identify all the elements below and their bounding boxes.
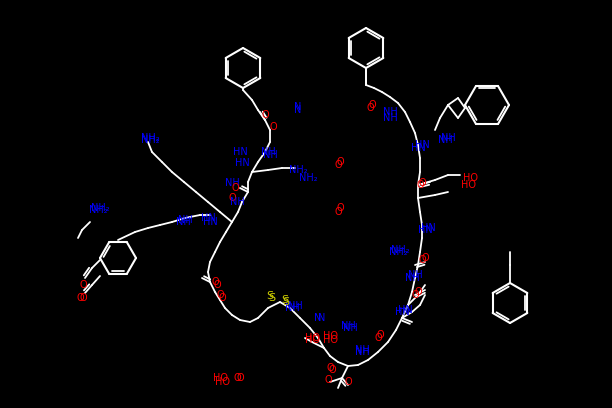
Text: NH: NH (288, 301, 302, 311)
Text: HO: HO (323, 331, 337, 341)
Text: O: O (418, 255, 426, 265)
Text: N: N (318, 313, 326, 323)
Text: HN: HN (411, 143, 425, 153)
Text: NH₂: NH₂ (389, 247, 408, 257)
Text: NH: NH (176, 217, 190, 227)
Text: HN: HN (414, 140, 430, 150)
Text: O: O (416, 180, 424, 190)
Text: S: S (266, 291, 274, 301)
Text: HO: HO (323, 335, 337, 345)
Text: O: O (421, 253, 429, 263)
Text: O: O (411, 290, 419, 300)
Text: HN: HN (201, 213, 215, 223)
Text: O: O (328, 365, 336, 375)
Text: O: O (336, 203, 344, 213)
Text: O: O (76, 293, 84, 303)
Text: NH: NH (382, 107, 397, 117)
Text: NH₂: NH₂ (141, 133, 159, 143)
Text: NH: NH (230, 197, 244, 207)
Text: NH: NH (263, 150, 277, 160)
Text: O: O (368, 100, 376, 110)
Text: NH: NH (354, 347, 370, 357)
Text: O: O (233, 373, 241, 383)
Text: O: O (261, 110, 269, 120)
Text: O: O (374, 333, 382, 343)
Text: HO: HO (214, 377, 230, 387)
Text: NH₂: NH₂ (390, 245, 409, 255)
Text: O: O (79, 293, 87, 303)
Text: NH: NH (441, 133, 455, 143)
Text: NH₂: NH₂ (289, 165, 307, 175)
Text: HN: HN (233, 147, 247, 157)
Text: NH: NH (261, 147, 275, 157)
Text: HO: HO (463, 173, 477, 183)
Text: NH₂: NH₂ (141, 135, 159, 145)
Text: HN: HN (417, 225, 432, 235)
Text: O: O (334, 207, 342, 217)
Text: NH: NH (382, 113, 397, 123)
Text: O: O (418, 178, 426, 188)
Text: O: O (228, 193, 236, 203)
Text: HN: HN (420, 223, 435, 233)
Text: NH₂: NH₂ (91, 203, 110, 213)
Text: O: O (231, 183, 239, 193)
Text: O: O (324, 375, 332, 385)
Text: O: O (216, 290, 224, 300)
Text: S: S (269, 293, 275, 303)
Text: S: S (282, 297, 289, 307)
Text: NH: NH (285, 303, 299, 313)
Text: O: O (211, 277, 219, 287)
Text: NH₂: NH₂ (299, 173, 317, 183)
Text: N: N (315, 313, 322, 323)
Text: O: O (344, 377, 352, 387)
Text: O: O (414, 287, 422, 297)
Text: HN: HN (398, 305, 412, 315)
Text: O: O (326, 363, 334, 373)
Text: O: O (79, 280, 87, 290)
Text: NH: NH (177, 215, 192, 225)
Text: NH: NH (354, 345, 370, 355)
Text: N: N (294, 105, 302, 115)
Text: O: O (236, 373, 244, 383)
Text: O: O (213, 280, 221, 290)
Text: NH: NH (343, 323, 357, 333)
Text: O: O (218, 293, 226, 303)
Text: HO: HO (460, 180, 476, 190)
Text: NH: NH (341, 321, 356, 331)
Text: NH: NH (438, 135, 452, 145)
Text: NH₂: NH₂ (89, 205, 107, 215)
Text: O: O (269, 122, 277, 132)
Text: HO: HO (305, 333, 319, 343)
Text: N: N (294, 102, 302, 112)
Text: HO: HO (305, 335, 319, 345)
Text: S: S (282, 295, 289, 305)
Text: NH: NH (405, 273, 419, 283)
Text: NH: NH (225, 178, 239, 188)
Text: O: O (334, 160, 342, 170)
Text: HO: HO (212, 373, 228, 383)
Text: HN: HN (395, 307, 409, 317)
Text: O: O (376, 330, 384, 340)
Text: HN: HN (203, 217, 217, 227)
Text: HN: HN (234, 158, 249, 168)
Text: O: O (366, 103, 374, 113)
Text: NH: NH (408, 270, 422, 280)
Text: O: O (336, 157, 344, 167)
